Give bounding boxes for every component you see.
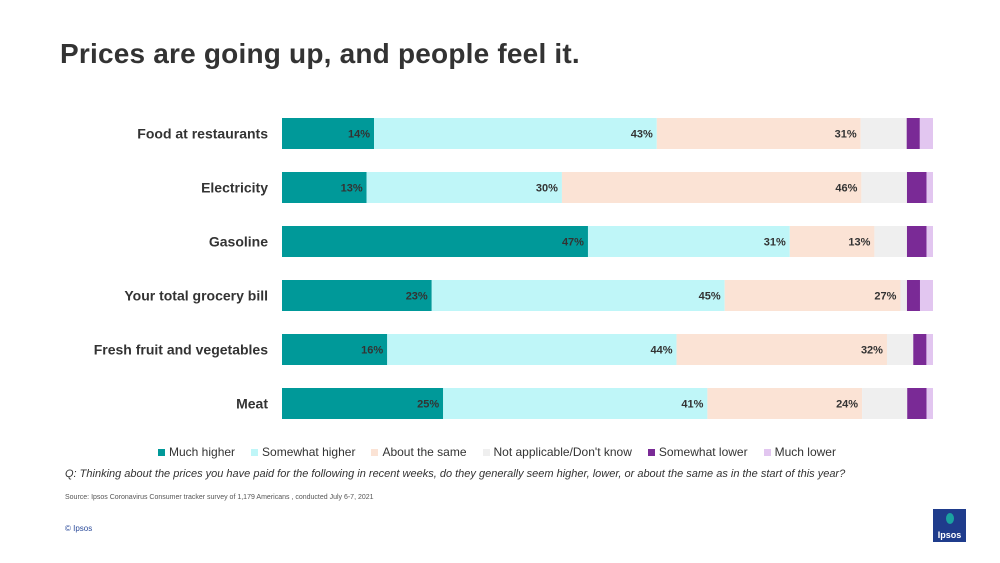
bar-segment — [906, 118, 920, 149]
bar-segment — [789, 226, 875, 257]
legend-label: Somewhat higher — [262, 445, 356, 459]
data-label: 13% — [341, 183, 363, 195]
bar-segment — [724, 280, 901, 311]
bar-segment — [431, 280, 725, 311]
data-label: 25% — [417, 399, 439, 411]
legend-item: Much lower — [763, 445, 836, 459]
bar-segment — [860, 118, 907, 149]
bar-segment — [874, 226, 907, 257]
legend-item: Somewhat lower — [647, 445, 748, 459]
copyright-text: © Ipsos — [65, 524, 93, 533]
bar-segment — [926, 172, 933, 203]
legend-swatch — [158, 448, 165, 456]
bar-segment — [919, 118, 933, 149]
bar-segment — [282, 118, 375, 149]
legend-label: Not applicable/Don't know — [493, 445, 632, 459]
legend-label: Much higher — [169, 445, 236, 459]
data-label: 13% — [848, 237, 870, 249]
bar-segment — [919, 280, 933, 311]
data-label: 44% — [651, 345, 673, 357]
bar-segment — [906, 280, 920, 311]
category-label: Your total grocery bill — [124, 288, 268, 304]
bar-segment — [587, 226, 790, 257]
legend-swatch — [482, 448, 490, 456]
legend-item: Not applicable/Don't know — [482, 445, 632, 459]
legend-label: About the same — [382, 445, 467, 459]
legend-item: About the same — [371, 445, 467, 459]
legend-item: Much higher — [158, 445, 235, 459]
legend-swatch — [763, 448, 771, 456]
category-label: Electricity — [201, 180, 268, 196]
category-label: Gasoline — [209, 234, 268, 250]
data-label: 30% — [536, 183, 558, 195]
page-title: Prices are going up, and people feel it. — [60, 38, 580, 69]
bar-segment — [282, 388, 444, 419]
chart-legend: Much higher Somewhat higher About the same… — [158, 445, 836, 459]
source-note: Source: Ipsos Coronavirus Consumer track… — [65, 494, 374, 501]
bar-segment — [926, 388, 933, 419]
bar-segment — [707, 388, 863, 419]
data-label: 14% — [348, 129, 370, 141]
data-label: 16% — [361, 345, 383, 357]
bar-segment — [282, 172, 367, 203]
bar-segment — [443, 388, 708, 419]
legend-swatch — [251, 448, 259, 456]
bar-segment — [886, 334, 914, 365]
legend-swatch — [647, 448, 655, 456]
data-label: 27% — [874, 291, 896, 303]
legend-item: Somewhat higher — [251, 445, 355, 459]
ipsos-logo: Ipsos — [933, 509, 966, 542]
bar-segment — [900, 280, 907, 311]
category-label: Meat — [236, 396, 268, 412]
data-label: 46% — [835, 183, 857, 195]
data-label: 43% — [631, 129, 653, 141]
bar-segment — [656, 118, 861, 149]
bar-segment — [861, 172, 907, 203]
logo-drop-icon — [946, 513, 954, 524]
data-label: 23% — [406, 291, 428, 303]
data-label: 32% — [861, 345, 883, 357]
bar-segment — [862, 388, 908, 419]
logo-text: Ipsos — [937, 530, 962, 540]
data-label: 45% — [699, 291, 721, 303]
bar-segment — [387, 334, 677, 365]
bar-segment — [926, 226, 933, 257]
data-label: 47% — [562, 237, 584, 249]
legend-swatch — [371, 448, 379, 456]
legend-label: Somewhat lower — [658, 445, 748, 459]
bar-segment — [282, 280, 432, 311]
bar-segment — [913, 334, 927, 365]
legend-label: Much lower — [774, 445, 836, 459]
category-label: Fresh fruit and vegetables — [94, 342, 268, 358]
category-label: Food at restaurants — [137, 126, 268, 142]
bar-segment — [561, 172, 862, 203]
bar-segment — [282, 226, 588, 257]
data-label: 41% — [681, 399, 703, 411]
bar-segment — [906, 226, 927, 257]
bar-segment — [907, 388, 927, 419]
bar-segment — [906, 172, 927, 203]
survey-question: Q: Thinking about the prices you have pa… — [65, 468, 846, 480]
data-label: 31% — [764, 237, 786, 249]
data-label: 24% — [836, 399, 858, 411]
bar-segment — [676, 334, 887, 365]
bar-segment — [282, 334, 388, 365]
bar-segment — [374, 118, 657, 149]
bar-segment — [366, 172, 562, 203]
stacked-bar-chart: Food at restaurants 14% 43% 31% Electricity 1… — [94, 118, 933, 419]
data-label: 31% — [835, 129, 857, 141]
bar-segment — [926, 334, 933, 365]
